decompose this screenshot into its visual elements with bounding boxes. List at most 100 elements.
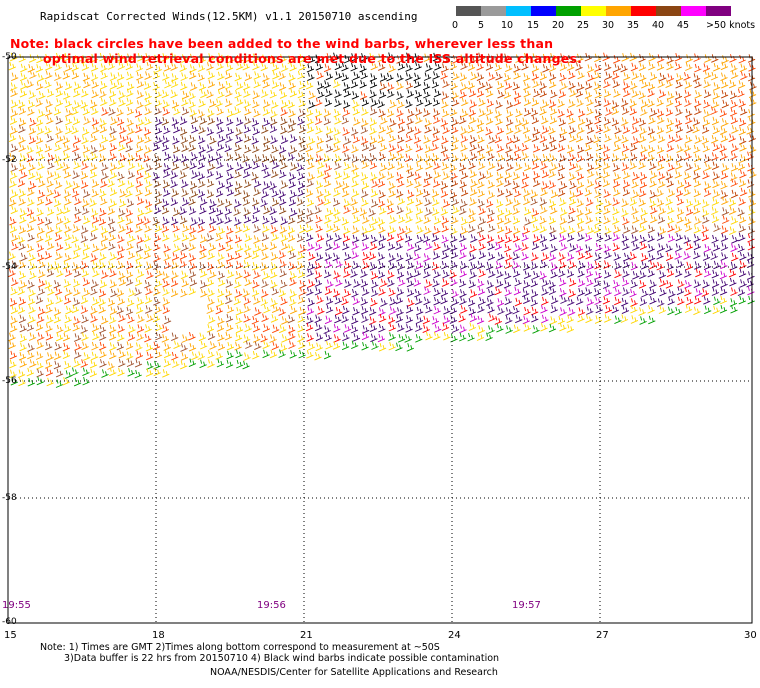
wind-barb [577, 268, 585, 278]
wind-barb [468, 306, 476, 316]
wind-barb [702, 279, 710, 289]
wind-barb [657, 243, 665, 252]
wind-barb [667, 188, 676, 198]
wind-barb [65, 370, 73, 379]
wind-barb [45, 341, 53, 351]
wind-barb [55, 180, 63, 189]
wind-barb [173, 233, 181, 242]
wind-barb [26, 367, 34, 377]
wind-barb [288, 118, 297, 127]
wind-barb [602, 161, 611, 170]
wind-barb [278, 145, 287, 154]
wind-barb [577, 313, 585, 323]
wind-barb [710, 71, 719, 81]
wind-barb [324, 286, 333, 296]
wind-barb [703, 243, 712, 253]
wind-barb [81, 225, 89, 235]
wind-barb [371, 341, 379, 350]
wind-barb [351, 144, 359, 154]
wind-barb [603, 270, 612, 279]
wind-barb [413, 135, 422, 144]
wind-barb [665, 280, 674, 289]
wind-barb [233, 106, 242, 115]
wind-barb [602, 178, 611, 188]
wind-barb [612, 216, 620, 225]
note-line-1: Note: black circles have been added to t… [10, 36, 554, 51]
wind-barb [459, 233, 467, 243]
wind-barb [235, 127, 243, 136]
wind-barb [344, 252, 352, 261]
wind-barb [161, 224, 170, 233]
wind-barb [18, 162, 27, 172]
wind-barb [243, 296, 251, 305]
wind-barb [676, 259, 684, 268]
wind-barb [244, 106, 252, 116]
wind-barb [550, 244, 558, 253]
wind-barb [278, 189, 286, 199]
wind-barb [117, 324, 125, 333]
wind-barb [414, 288, 422, 298]
wind-barb [477, 198, 485, 208]
wind-barb [441, 135, 449, 145]
wind-barb [92, 243, 100, 253]
wind-barb [567, 297, 575, 306]
wind-barb [46, 88, 55, 98]
wind-barb [91, 89, 99, 99]
wind-barb [153, 253, 161, 262]
wind-barb [460, 134, 468, 143]
wind-barb [109, 97, 117, 107]
wind-barb [685, 62, 693, 71]
wind-barb [362, 260, 370, 270]
wind-barb [208, 205, 217, 215]
wind-barb [217, 342, 226, 351]
wind-barb [314, 351, 322, 361]
wind-barb [253, 224, 261, 233]
wind-barb [207, 349, 215, 359]
wind-barb [62, 151, 70, 161]
wind-barb [415, 162, 424, 172]
wind-barb [631, 125, 639, 134]
wind-barb [100, 233, 109, 243]
wind-barb [440, 189, 449, 198]
wind-barb [188, 286, 196, 296]
wind-barb [143, 127, 152, 136]
wind-barb [423, 89, 431, 99]
wind-barb [657, 215, 666, 224]
wind-barb [135, 252, 143, 261]
wind-barb [190, 115, 199, 125]
wind-barb [288, 261, 296, 271]
wind-barb [242, 288, 250, 298]
wind-barb [712, 242, 721, 252]
wind-barb [638, 53, 646, 63]
wind-barb [559, 322, 567, 332]
wind-barb [730, 261, 738, 271]
wind-barb [315, 322, 323, 332]
wind-barb [46, 352, 54, 361]
wind-barb [442, 269, 450, 279]
wind-barb [117, 367, 125, 377]
wind-barb [521, 117, 530, 127]
wind-barb [109, 268, 117, 278]
wind-barb [486, 280, 494, 289]
wind-barb [721, 196, 729, 206]
wind-barb [658, 179, 666, 189]
wind-barb [713, 223, 721, 232]
wind-barb [361, 118, 369, 127]
wind-barb [478, 296, 486, 306]
wind-barb [343, 226, 351, 235]
wind-barb [90, 151, 98, 161]
wind-barb [65, 305, 73, 315]
wind-barb [531, 63, 540, 73]
wind-barb [387, 242, 396, 251]
wind-barb [82, 206, 90, 215]
wind-barb [549, 79, 557, 89]
wind-barb [173, 106, 181, 116]
wind-barb [487, 207, 495, 217]
wind-barb [54, 154, 62, 163]
wind-barb [236, 61, 244, 71]
wind-barb [244, 72, 253, 82]
wind-barb [739, 63, 748, 73]
wind-barb [674, 306, 682, 316]
wind-barb [92, 297, 100, 306]
wind-barb [612, 197, 620, 207]
